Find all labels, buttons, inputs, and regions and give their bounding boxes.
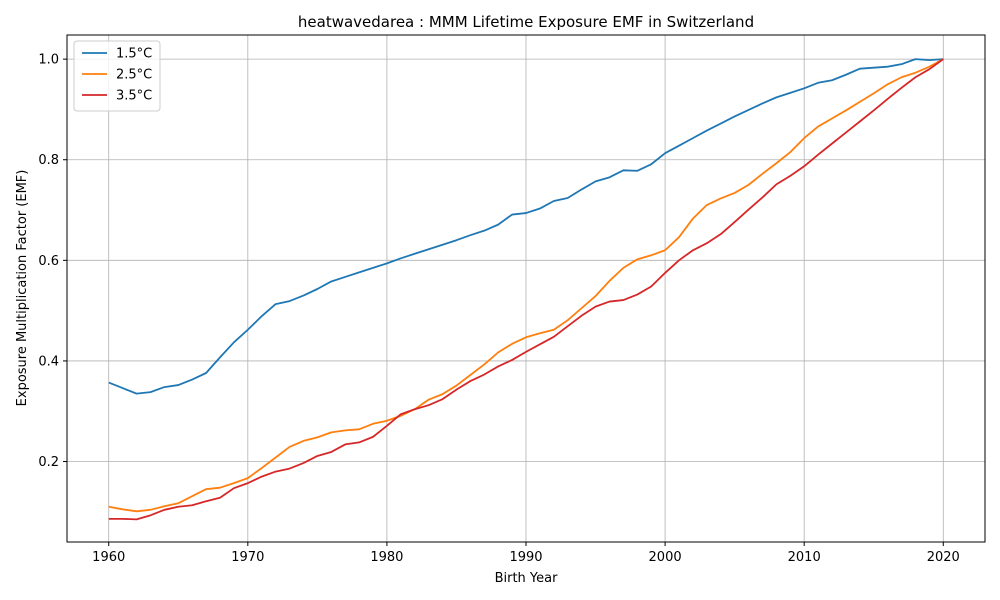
series-line-0 (108, 58, 944, 395)
x-tick-label: 2020 (927, 550, 960, 565)
chart-title: heatwavedarea : MMM Lifetime Exposure EM… (298, 13, 754, 31)
y-tick-label: 1.0 (38, 53, 59, 68)
x-tick-label: 2000 (649, 550, 682, 565)
x-tick-label: 1960 (92, 550, 125, 565)
x-tick-label: 1980 (370, 550, 403, 565)
series-line-1 (108, 58, 944, 513)
y-tick-label: 0.2 (38, 455, 59, 470)
legend-label-2: 3.5°C (116, 89, 152, 104)
y-tick-label: 0.8 (38, 153, 59, 168)
y-tick-label: 0.4 (38, 354, 59, 369)
series-lines (108, 58, 944, 521)
x-tick-label: 2010 (788, 550, 821, 565)
grid (67, 35, 985, 542)
y-tick-label: 0.6 (38, 254, 59, 269)
x-axis-ticks: 1960 1970 1980 1990 2000 2010 2020 (92, 542, 960, 565)
x-tick-label: 1970 (231, 550, 264, 565)
legend-label-0: 1.5°C (116, 47, 152, 62)
x-tick-label: 1990 (509, 550, 542, 565)
y-axis-ticks: 0.2 0.4 0.6 0.8 1.0 (38, 53, 67, 470)
legend: 1.5°C 2.5°C 3.5°C (73, 40, 161, 112)
x-axis-label: Birth Year (495, 571, 559, 586)
y-axis-label: Exposure Multiplication Factor (EMF) (15, 170, 30, 407)
legend-label-1: 2.5°C (116, 68, 152, 83)
legend-box (73, 40, 161, 112)
series-line-2 (108, 58, 944, 521)
